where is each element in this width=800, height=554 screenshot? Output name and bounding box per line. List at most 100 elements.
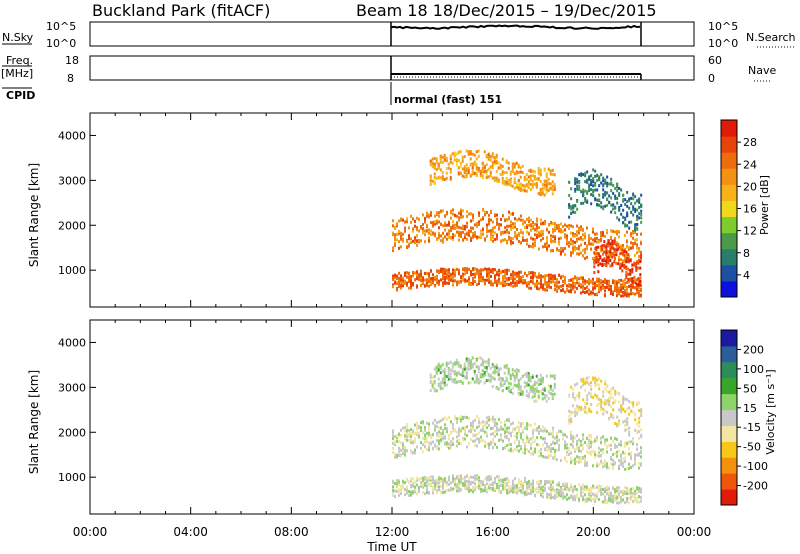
- power-echo-cell: [596, 240, 598, 244]
- power-echo-cell: [578, 281, 580, 285]
- power-echo-cell: [630, 202, 633, 206]
- power-echo-cell: [625, 276, 628, 280]
- power-echo-cell: [433, 162, 436, 166]
- velocity-echo-cell: [584, 454, 586, 458]
- power-echo-cell: [592, 286, 594, 290]
- velocity-echo-cell: [476, 425, 478, 429]
- velocity-echo-cell: [533, 387, 536, 391]
- power-echo-cell: [484, 282, 486, 286]
- power-echo-cell: [490, 233, 492, 237]
- power-echo-cell: [414, 238, 416, 242]
- velocity-echo-cell: [522, 438, 524, 442]
- power-echo-cell: [597, 245, 600, 249]
- velocity-echo-cell: [574, 487, 576, 491]
- power-echo-cell: [638, 281, 640, 285]
- power-echo-cell: [422, 278, 424, 282]
- velocity-echo-cell: [606, 501, 608, 505]
- velocity-echo-cell: [446, 483, 448, 487]
- power-echo-cell: [594, 239, 596, 243]
- power-echo-cell: [592, 168, 595, 172]
- velocity-echo-cell: [449, 376, 452, 380]
- power-echo-cell: [637, 283, 640, 287]
- velocity-echo-cell: [486, 442, 488, 446]
- power-echo-cell: [550, 220, 552, 224]
- power-echo-cell: [396, 224, 398, 228]
- velocity-echo-cell: [426, 479, 428, 483]
- power-echo-cell: [482, 216, 484, 220]
- velocity-echo-cell: [586, 411, 589, 415]
- power-echo-cell: [484, 238, 486, 242]
- power-echo-cell: [597, 258, 600, 262]
- power-echo-cell: [416, 216, 418, 220]
- power-echo-cell: [606, 285, 608, 289]
- velocity-echo-cell: [507, 367, 510, 371]
- power-echo-cell: [550, 240, 552, 244]
- velocity-echo-cell: [574, 398, 577, 402]
- power-echo-cell: [439, 176, 442, 180]
- velocity-echo-cell: [640, 499, 642, 503]
- power-echo-cell: [542, 283, 544, 287]
- power-echo-cell: [516, 233, 518, 237]
- power-echo-cell: [396, 222, 398, 226]
- power-echo-cell: [626, 253, 628, 257]
- velocity-echo-cell: [431, 383, 434, 387]
- velocity-echo-cell: [479, 372, 482, 376]
- power-echo-cell: [550, 285, 552, 289]
- power-echo-cell: [602, 252, 604, 256]
- velocity-echo-cell: [406, 490, 408, 494]
- velocity-echo-cell: [428, 433, 430, 437]
- velocity-echo-cell: [624, 460, 626, 464]
- power-echo-cell: [408, 279, 410, 283]
- velocity-echo-cell: [576, 404, 579, 408]
- velocity-echo-cell: [590, 410, 593, 414]
- power-echo-cell: [528, 244, 530, 248]
- power-echo-cell: [536, 235, 538, 239]
- power-echo-cell: [416, 285, 418, 289]
- velocity-echo-cell: [465, 359, 468, 363]
- power-echo-cell: [532, 237, 534, 241]
- nsky-right-tick-bottom: 10^0: [708, 37, 738, 50]
- power-echo-cell: [598, 184, 601, 188]
- power-echo-cell: [602, 184, 605, 188]
- velocity-echo-cell: [443, 381, 446, 385]
- velocity-echo-cell: [471, 363, 474, 367]
- power-echo-cell: [626, 211, 629, 215]
- power-echo-cell: [616, 216, 619, 220]
- velocity-echo-cell: [586, 402, 589, 406]
- velocity-echo-cell: [491, 363, 494, 367]
- power-echo-cell: [410, 220, 412, 224]
- velocity-echo-cell: [452, 477, 454, 481]
- velocity-echo-cell: [458, 442, 460, 446]
- power-echo-cell: [554, 240, 556, 244]
- velocity-echo-cell: [527, 395, 530, 399]
- power-echo-cell: [540, 222, 542, 226]
- velocity-echo-cell: [410, 483, 412, 487]
- velocity-echo-cell: [600, 400, 603, 404]
- power-echo-cell: [634, 207, 637, 211]
- power-echo-cell: [414, 236, 416, 240]
- power-echo-cell: [624, 202, 627, 206]
- power-echo-cell: [490, 275, 492, 279]
- power-echo-cell: [442, 224, 444, 228]
- power-echo-cell: [440, 209, 442, 213]
- power-echo-cell: [608, 281, 610, 285]
- power-echo-cell: [483, 164, 486, 168]
- power-echo-cell: [624, 216, 627, 220]
- velocity-echo-cell: [584, 485, 586, 489]
- velocity-echo-cell: [576, 413, 579, 417]
- power-echo-cell: [516, 271, 518, 275]
- power-echo-cell: [394, 243, 396, 247]
- velocity-echo-cell: [622, 450, 624, 454]
- velocity-echo-cell: [443, 372, 446, 376]
- velocity-echo-cell: [493, 369, 496, 373]
- velocity-echo-cell: [392, 429, 394, 433]
- velocity-echo-cell: [424, 426, 426, 430]
- power-echo-cell: [468, 282, 470, 286]
- power-echo-cell: [635, 268, 638, 272]
- velocity-echo-cell: [624, 490, 626, 494]
- velocity-echo-cell: [553, 376, 556, 380]
- velocity-echo-cell: [556, 431, 558, 435]
- velocity-echo-cell: [530, 485, 532, 489]
- velocity-echo-cell: [480, 490, 482, 494]
